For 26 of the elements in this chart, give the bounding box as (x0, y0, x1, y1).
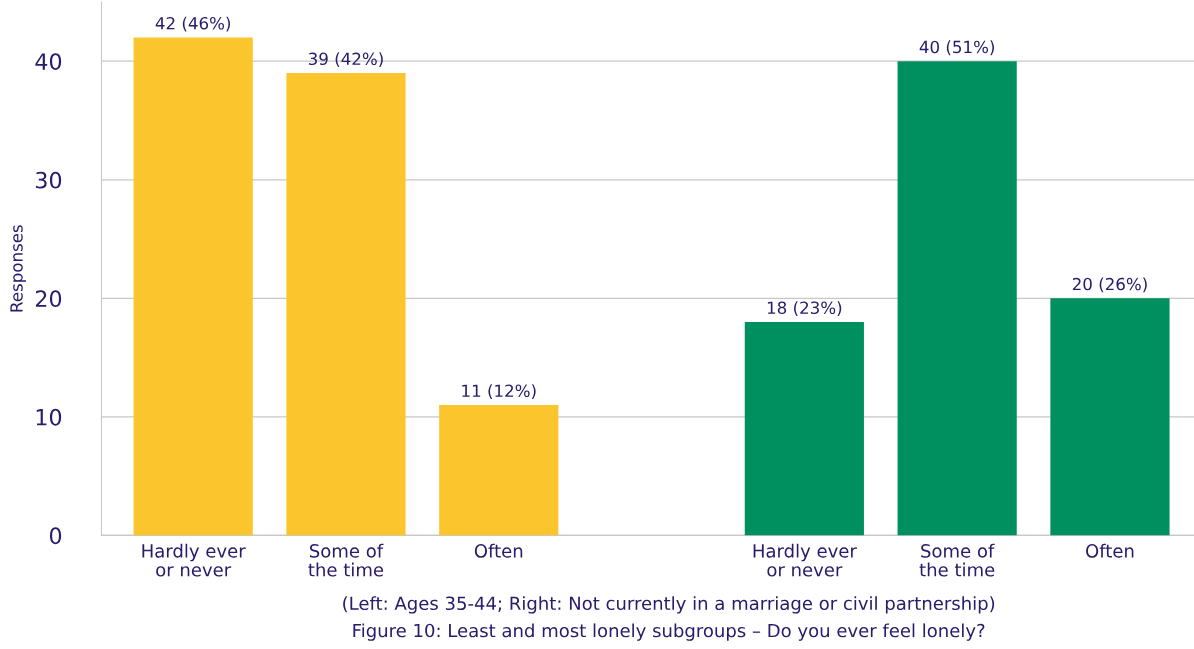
bar (439, 405, 559, 536)
bar (133, 37, 253, 536)
y-tick-label: 0 (49, 527, 62, 545)
data-label: 40 (51%) (919, 40, 995, 56)
x-tick-label: Hardly ever or never (753, 543, 857, 577)
data-label: 42 (46%) (155, 16, 231, 32)
data-label: 20 (26%) (1072, 277, 1147, 293)
text: (Left: Ages 35-44; Right: Not currently in a marriage or civil partnership) (343, 596, 995, 614)
bar (286, 73, 406, 536)
y-tick-label: 30 (36, 171, 62, 189)
data-label: 18 (23%) (767, 301, 842, 317)
x-tick-label: Some of the time (308, 543, 384, 577)
x-tick-label: Often (474, 543, 523, 558)
y-tick-label: 40 (35, 53, 62, 70)
bar (744, 322, 864, 536)
y-tick-label: 10 (36, 408, 62, 426)
bar (897, 61, 1017, 536)
y-axis-title: Responses (10, 225, 26, 312)
data-label: 11 (12%) (462, 384, 536, 400)
x-tick-label: Some of the time (919, 543, 995, 577)
y-tick-label: 20 (35, 290, 62, 308)
caption: Figure 10: Least and most lonely subgroups – Do you ever feel lonely? (353, 623, 985, 641)
bar (1050, 298, 1170, 536)
x-tick-label: Often (1086, 543, 1134, 558)
x-tick-label: Hardly ever or never (142, 543, 246, 577)
data-label: 39 (42%) (308, 52, 383, 68)
